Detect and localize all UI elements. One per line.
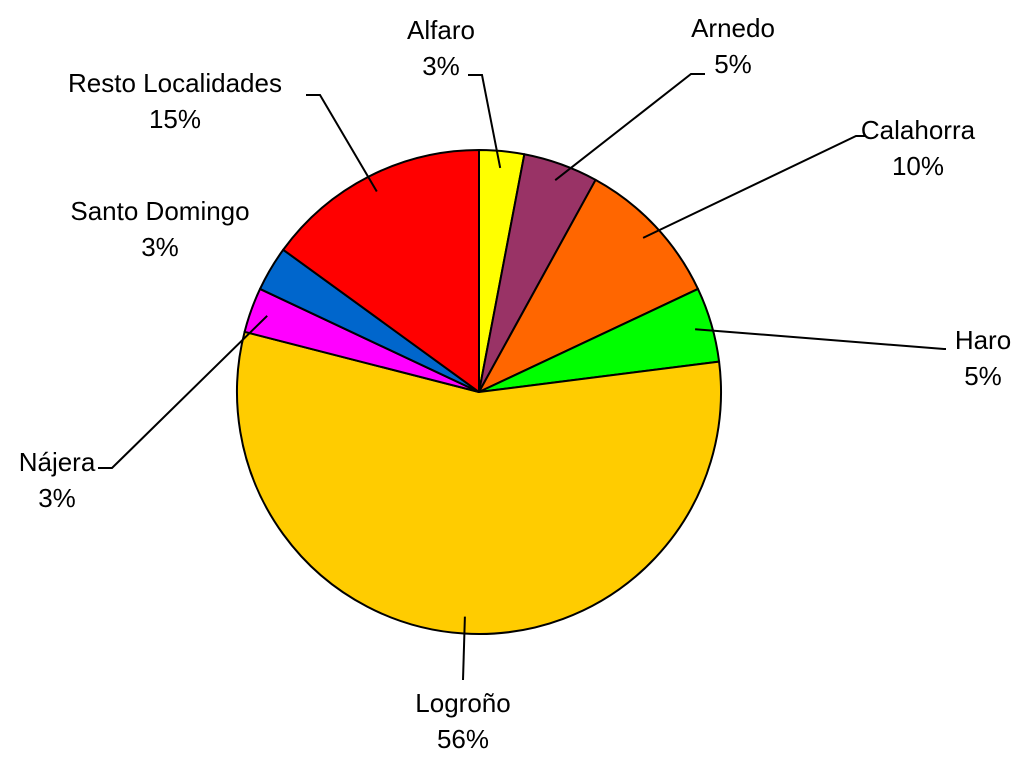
- leader-line-haro: [695, 328, 946, 350]
- slice-label-name-resto-localidades: Resto Localidades: [68, 68, 282, 98]
- leader-line-calahorra: [642, 135, 866, 239]
- slice-labels: Alfaro 3% Arnedo 5% Calahorra 10% Haro 5% Logroñ…: [19, 13, 1011, 754]
- pie-slice-resto-localidades: [282, 149, 480, 393]
- leader-line-alfaro: [468, 74, 502, 169]
- slice-label-percent-logrono: 56%: [437, 724, 489, 754]
- leader-line-logrono: [462, 616, 466, 681]
- slice-label-name-logrono: Logroño: [415, 688, 510, 718]
- slice-label-percent-haro: 5%: [964, 361, 1002, 391]
- slice-label-percent-najera: 3%: [38, 483, 76, 513]
- slice-label-percent-calahorra: 10%: [892, 151, 944, 181]
- leader-line-arnedo: [554, 73, 705, 181]
- leader-line-resto-localidades: [306, 94, 378, 193]
- slice-label-percent-alfaro: 3%: [422, 51, 460, 81]
- slice-label-name-santo-domingo: Santo Domingo: [70, 196, 249, 226]
- leader-line-najera: [98, 315, 268, 469]
- slice-label-name-najera: Nájera: [19, 447, 96, 477]
- slice-label-percent-resto-localidades: 15%: [149, 104, 201, 134]
- slice-label-name-calahorra: Calahorra: [861, 115, 976, 145]
- slice-label-percent-santo-domingo: 3%: [141, 232, 179, 262]
- pie-slice-calahorra: [478, 178, 699, 393]
- slice-label-percent-arnedo: 5%: [714, 49, 752, 79]
- slice-label-name-haro: Haro: [955, 325, 1011, 355]
- slice-label-name-arnedo: Arnedo: [691, 13, 775, 43]
- leader-lines: [98, 73, 946, 681]
- slice-label-name-alfaro: Alfaro: [407, 15, 475, 45]
- pie-slices: [236, 149, 722, 635]
